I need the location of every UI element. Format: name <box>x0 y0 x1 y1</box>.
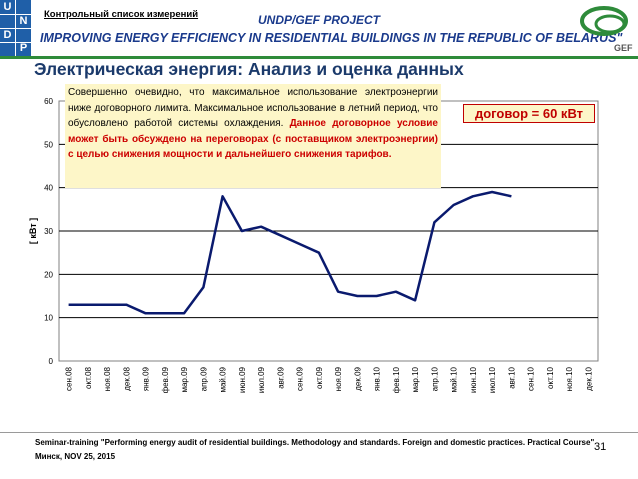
x-tick-label: мар.09 <box>180 366 189 392</box>
footer-location-date: Минск, NOV 25, 2015 <box>35 452 116 461</box>
x-tick-label: июн.10 <box>469 366 478 393</box>
project-title: UNDP/GEF PROJECT <box>258 13 381 27</box>
undp-logo: U N D P <box>0 0 31 56</box>
undp-letter-u: U <box>3 1 12 13</box>
checklist-label: Контрольный список измерений <box>44 9 199 20</box>
x-tick-label: сен.08 <box>65 366 74 391</box>
x-tick-label: фев.09 <box>161 366 170 393</box>
project-subtitle: IMPROVING ENERGY EFFICIENCY IN RESIDENTI… <box>40 31 623 45</box>
y-tick-label: 60 <box>44 97 53 106</box>
undp-letter-d: D <box>3 29 12 41</box>
x-tick-label: дек.10 <box>584 366 593 390</box>
x-tick-labels: сен.08 окт.08 ноя.08 дек.08 янв.09 фев.09 мар.… <box>65 366 594 393</box>
x-tick-label: окт.09 <box>315 366 324 388</box>
note-text: Совершенно очевидно, что максимальное ис… <box>68 87 438 129</box>
header-accent-bar <box>0 56 638 59</box>
undp-letter-p: P <box>19 42 28 54</box>
x-tick-label: ноя.10 <box>565 366 574 391</box>
y-tick-label: 0 <box>49 357 54 366</box>
footer-divider <box>0 432 638 433</box>
gef-logo-text: GEF <box>614 43 633 53</box>
y-tick-labels: 0 10 20 30 40 50 60 <box>44 97 53 366</box>
x-tick-label: июл.10 <box>488 366 497 393</box>
x-tick-label: май.10 <box>450 366 459 392</box>
x-tick-label: мар.10 <box>411 366 420 392</box>
x-tick-label: авг.09 <box>276 366 285 388</box>
x-tick-label: июн.09 <box>238 366 247 393</box>
y-tick-label: 20 <box>44 270 53 279</box>
x-tick-label: дек.09 <box>353 366 362 390</box>
x-tick-label: июл.09 <box>257 366 266 393</box>
x-tick-label: сен.10 <box>527 366 536 391</box>
x-tick-label: янв.10 <box>373 366 382 391</box>
note-highlight: Данное договорное условие может быть обс… <box>68 118 438 160</box>
x-tick-label: май.09 <box>219 366 228 392</box>
y-tick-label: 30 <box>44 227 53 236</box>
x-tick-label: ноя.09 <box>334 366 343 391</box>
note-box: Совершенно очевидно, что максимальное ис… <box>65 84 441 188</box>
y-tick-label: 50 <box>44 140 53 149</box>
y-tick-label: 40 <box>44 184 53 193</box>
x-tick-label: дек.08 <box>122 366 131 390</box>
x-tick-label: окт.10 <box>546 366 555 388</box>
gef-logo: GEF <box>580 6 633 53</box>
x-tick-label: фев.10 <box>392 366 401 393</box>
x-tick-label: ноя.08 <box>103 366 112 391</box>
y-axis-label: [ кВт ] <box>28 218 38 244</box>
x-tick-label: апр.10 <box>430 366 439 391</box>
series-line <box>68 190 512 315</box>
footer-seminar-title: Seminar-training "Performing energy audi… <box>35 438 595 447</box>
y-tick-label: 10 <box>44 314 53 323</box>
contract-limit-label: договор = 60 кВт <box>463 104 595 123</box>
x-tick-label: апр.09 <box>199 366 208 391</box>
page-number: 31 <box>594 441 607 453</box>
x-tick-label: сен.09 <box>296 366 305 391</box>
line-chart: 0 10 20 30 40 50 60 сен.08 окт.08 ноя.08 дек.08 ян… <box>28 97 599 393</box>
x-tick-label: янв.09 <box>142 366 151 391</box>
slide-title: Электрическая энергия: Анализ и оценка д… <box>34 59 464 79</box>
x-tick-label: окт.08 <box>84 366 93 388</box>
undp-letter-n: N <box>19 15 28 27</box>
x-tick-label: авг.10 <box>507 366 516 388</box>
